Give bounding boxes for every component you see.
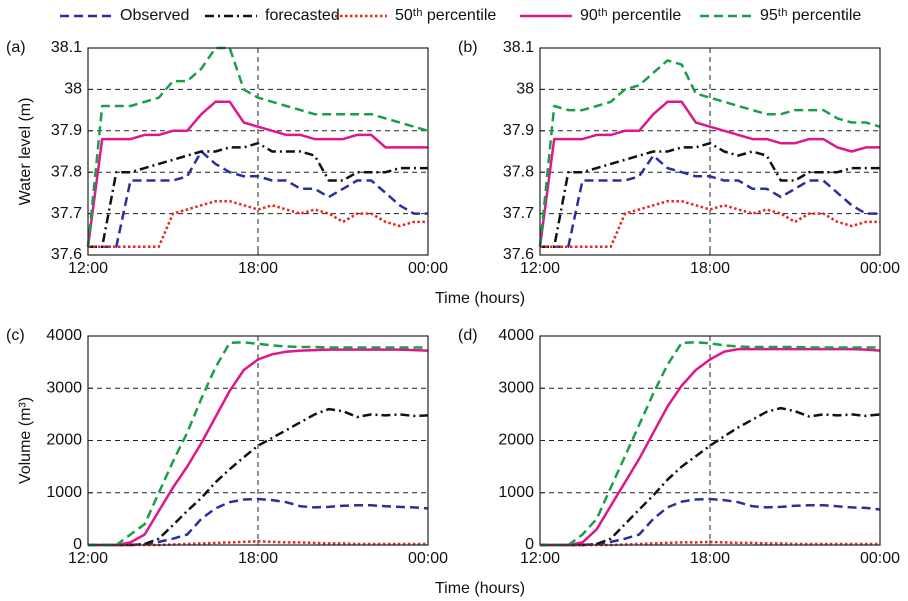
y-tick-label: 37.9	[503, 122, 534, 139]
y-tick-label: 3000	[46, 379, 82, 396]
x-tick-label: 00:00	[860, 550, 900, 567]
plot-frame	[87, 47, 429, 256]
series-line	[88, 199, 428, 248]
x-tick-label: 12:00	[520, 550, 560, 567]
series-line	[88, 150, 428, 248]
y-tick-label: 1000	[46, 484, 82, 501]
series-line	[538, 100, 880, 247]
series-line	[88, 348, 429, 547]
y-tick-label: 2000	[46, 432, 82, 449]
y-tick-label: 0	[73, 536, 82, 553]
y-tick-label: 37.6	[51, 246, 82, 263]
x-tick-label: 12:00	[68, 260, 108, 277]
y-tick-label: 37.9	[51, 122, 82, 139]
series-line	[86, 46, 429, 247]
y-tick-label: 37.7	[51, 205, 82, 222]
plot-frame	[87, 335, 429, 546]
y-tick-label: 37.6	[503, 246, 534, 263]
y-tick-label: 4000	[46, 327, 82, 344]
legend-label: 50ᵗʰ percentile	[395, 7, 496, 24]
panel-label: (c)	[6, 327, 25, 344]
x-axis-title: Time (hours)	[435, 580, 525, 597]
panel-label: (d)	[458, 327, 478, 344]
x-tick-label: 00:00	[860, 260, 900, 277]
y-tick-label: 38.1	[51, 39, 82, 56]
x-tick-label: 18:00	[690, 550, 730, 567]
series-line	[540, 141, 880, 248]
legend-label: 90ᵗʰ percentile	[580, 7, 681, 24]
y-tick-label: 0	[525, 536, 534, 553]
series-line	[540, 154, 880, 248]
x-tick-label: 00:00	[408, 550, 448, 567]
y-tick-label: 38	[64, 81, 82, 98]
series-line	[538, 59, 881, 247]
y-tick-label: 1000	[498, 484, 534, 501]
plot-frame	[539, 47, 881, 256]
y-tick-label: 2000	[498, 432, 534, 449]
x-axis-title: Time (hours)	[435, 290, 525, 307]
series-line	[88, 407, 429, 547]
y-tick-label: 4000	[498, 327, 534, 344]
series-line	[88, 341, 428, 547]
y-tick-label: 37.8	[51, 163, 82, 180]
legend-label: forecasted	[265, 7, 340, 24]
panel-label: (b)	[458, 39, 478, 56]
legend-label: Observed	[120, 7, 189, 24]
plot-frame	[539, 335, 881, 546]
x-tick-label: 18:00	[238, 260, 278, 277]
x-tick-label: 12:00	[520, 260, 560, 277]
y-tick-label: 37.7	[503, 205, 534, 222]
series-line	[86, 100, 428, 247]
series-line	[540, 347, 881, 547]
y-tick-label: 37.8	[503, 163, 534, 180]
y-tick-label: 3000	[498, 379, 534, 396]
y-tick-label: 38	[516, 81, 534, 98]
y-tick-label: 38.1	[503, 39, 534, 56]
legend-label: 95ᵗʰ percentile	[760, 7, 861, 24]
y-axis-title: Water level (m)	[17, 98, 34, 206]
series-line	[540, 199, 880, 248]
y-axis-title: Volume (m³)	[17, 397, 34, 484]
panel-label: (a)	[6, 39, 26, 56]
x-tick-label: 00:00	[408, 260, 448, 277]
x-tick-label: 18:00	[238, 550, 278, 567]
series-line	[88, 141, 428, 248]
x-tick-label: 18:00	[690, 260, 730, 277]
x-tick-label: 12:00	[68, 550, 108, 567]
